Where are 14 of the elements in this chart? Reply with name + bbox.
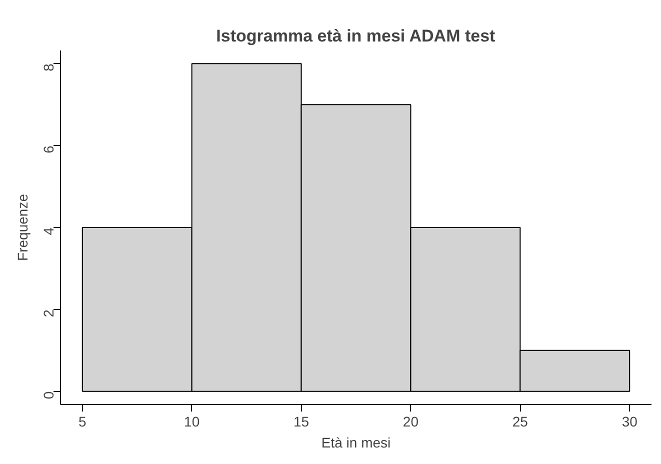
y-axis-title: Frequenze (14, 194, 30, 261)
y-tick-label: 2 (40, 309, 56, 318)
x-tick-label: 5 (78, 414, 86, 430)
x-axis-title: Età in mesi (321, 434, 391, 450)
x-tick-label: 20 (402, 414, 419, 430)
x-tick-label: 10 (184, 414, 200, 430)
x-tick-label: 15 (293, 414, 310, 430)
x-tick-label: 25 (512, 414, 528, 430)
y-tick-label: 6 (40, 145, 56, 154)
y-tick-label: 4 (40, 227, 56, 236)
y-tick-label: 8 (40, 63, 56, 72)
x-tick-label: 30 (622, 414, 638, 430)
y-tick-label: 0 (40, 391, 56, 400)
chart-title: Istogramma età in mesi ADAM test (216, 26, 496, 46)
